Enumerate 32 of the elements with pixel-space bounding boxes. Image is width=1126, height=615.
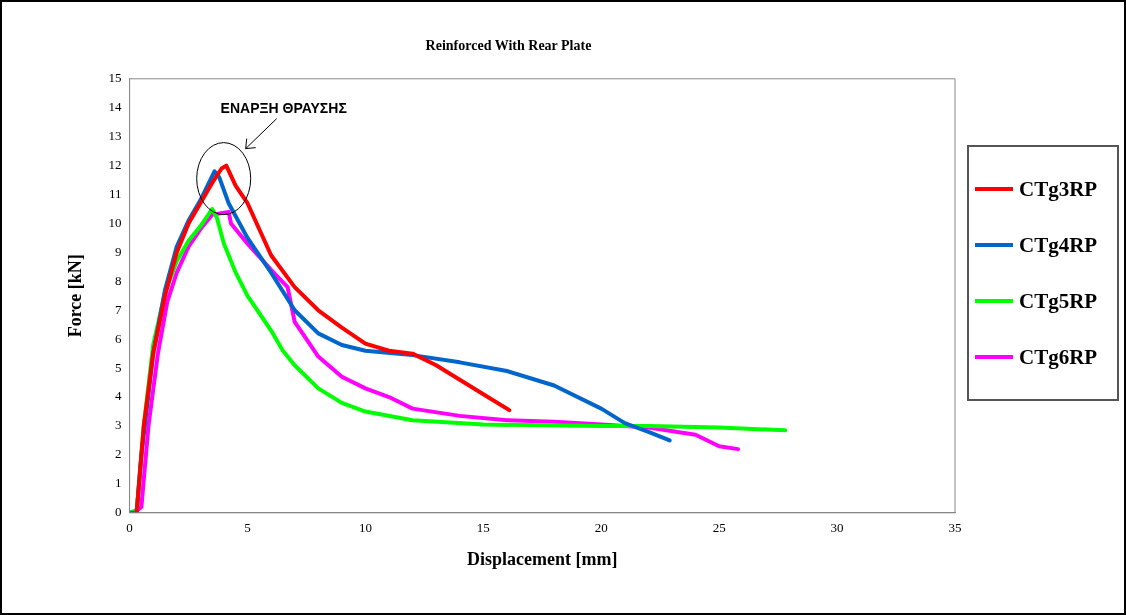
legend-label: CTg3RP <box>1019 176 1098 202</box>
y-tick-label: 6 <box>115 330 123 346</box>
x-tick-label: 15 <box>476 520 490 536</box>
y-tick-label: 14 <box>108 99 123 115</box>
y-tick-label: 7 <box>115 301 123 317</box>
y-tick-label: 11 <box>109 185 122 201</box>
legend-label: CTg5RP <box>1019 288 1098 314</box>
x-axis-title: Displacement [mm] <box>467 548 618 569</box>
y-tick-label: 1 <box>115 475 122 491</box>
y-tick-label: 15 <box>108 70 122 86</box>
x-tick-label: 5 <box>244 520 251 536</box>
y-tick-label: 0 <box>115 504 122 520</box>
y-tick-label: 8 <box>115 272 122 288</box>
x-tick-label: 0 <box>126 520 133 536</box>
y-tick-label: 12 <box>108 157 122 173</box>
x-tick-label: 30 <box>830 520 844 536</box>
x-tick-label: 10 <box>358 520 372 536</box>
y-tick-label: 2 <box>115 446 122 462</box>
x-tick-label: 25 <box>712 520 726 536</box>
annotation: ΕΝΑΡΞΗ ΘΡΑΥΣΗΣ <box>220 100 347 117</box>
x-tick-label: 35 <box>948 520 962 536</box>
y-tick-label: 5 <box>115 359 122 375</box>
x-tick-label: 20 <box>594 520 608 536</box>
legend-label: CTg4RP <box>1019 232 1098 258</box>
y-tick-label: 13 <box>108 128 122 144</box>
y-tick-label: 10 <box>108 214 122 230</box>
legend-label: CTg6RP <box>1019 344 1098 370</box>
y-axis-title: Force [kN] <box>65 254 86 338</box>
y-tick-label: 4 <box>115 388 123 404</box>
y-tick-label: 3 <box>115 417 122 433</box>
y-tick-label: 9 <box>115 243 122 259</box>
chart-title: Reinforced With Rear Plate <box>425 38 592 54</box>
